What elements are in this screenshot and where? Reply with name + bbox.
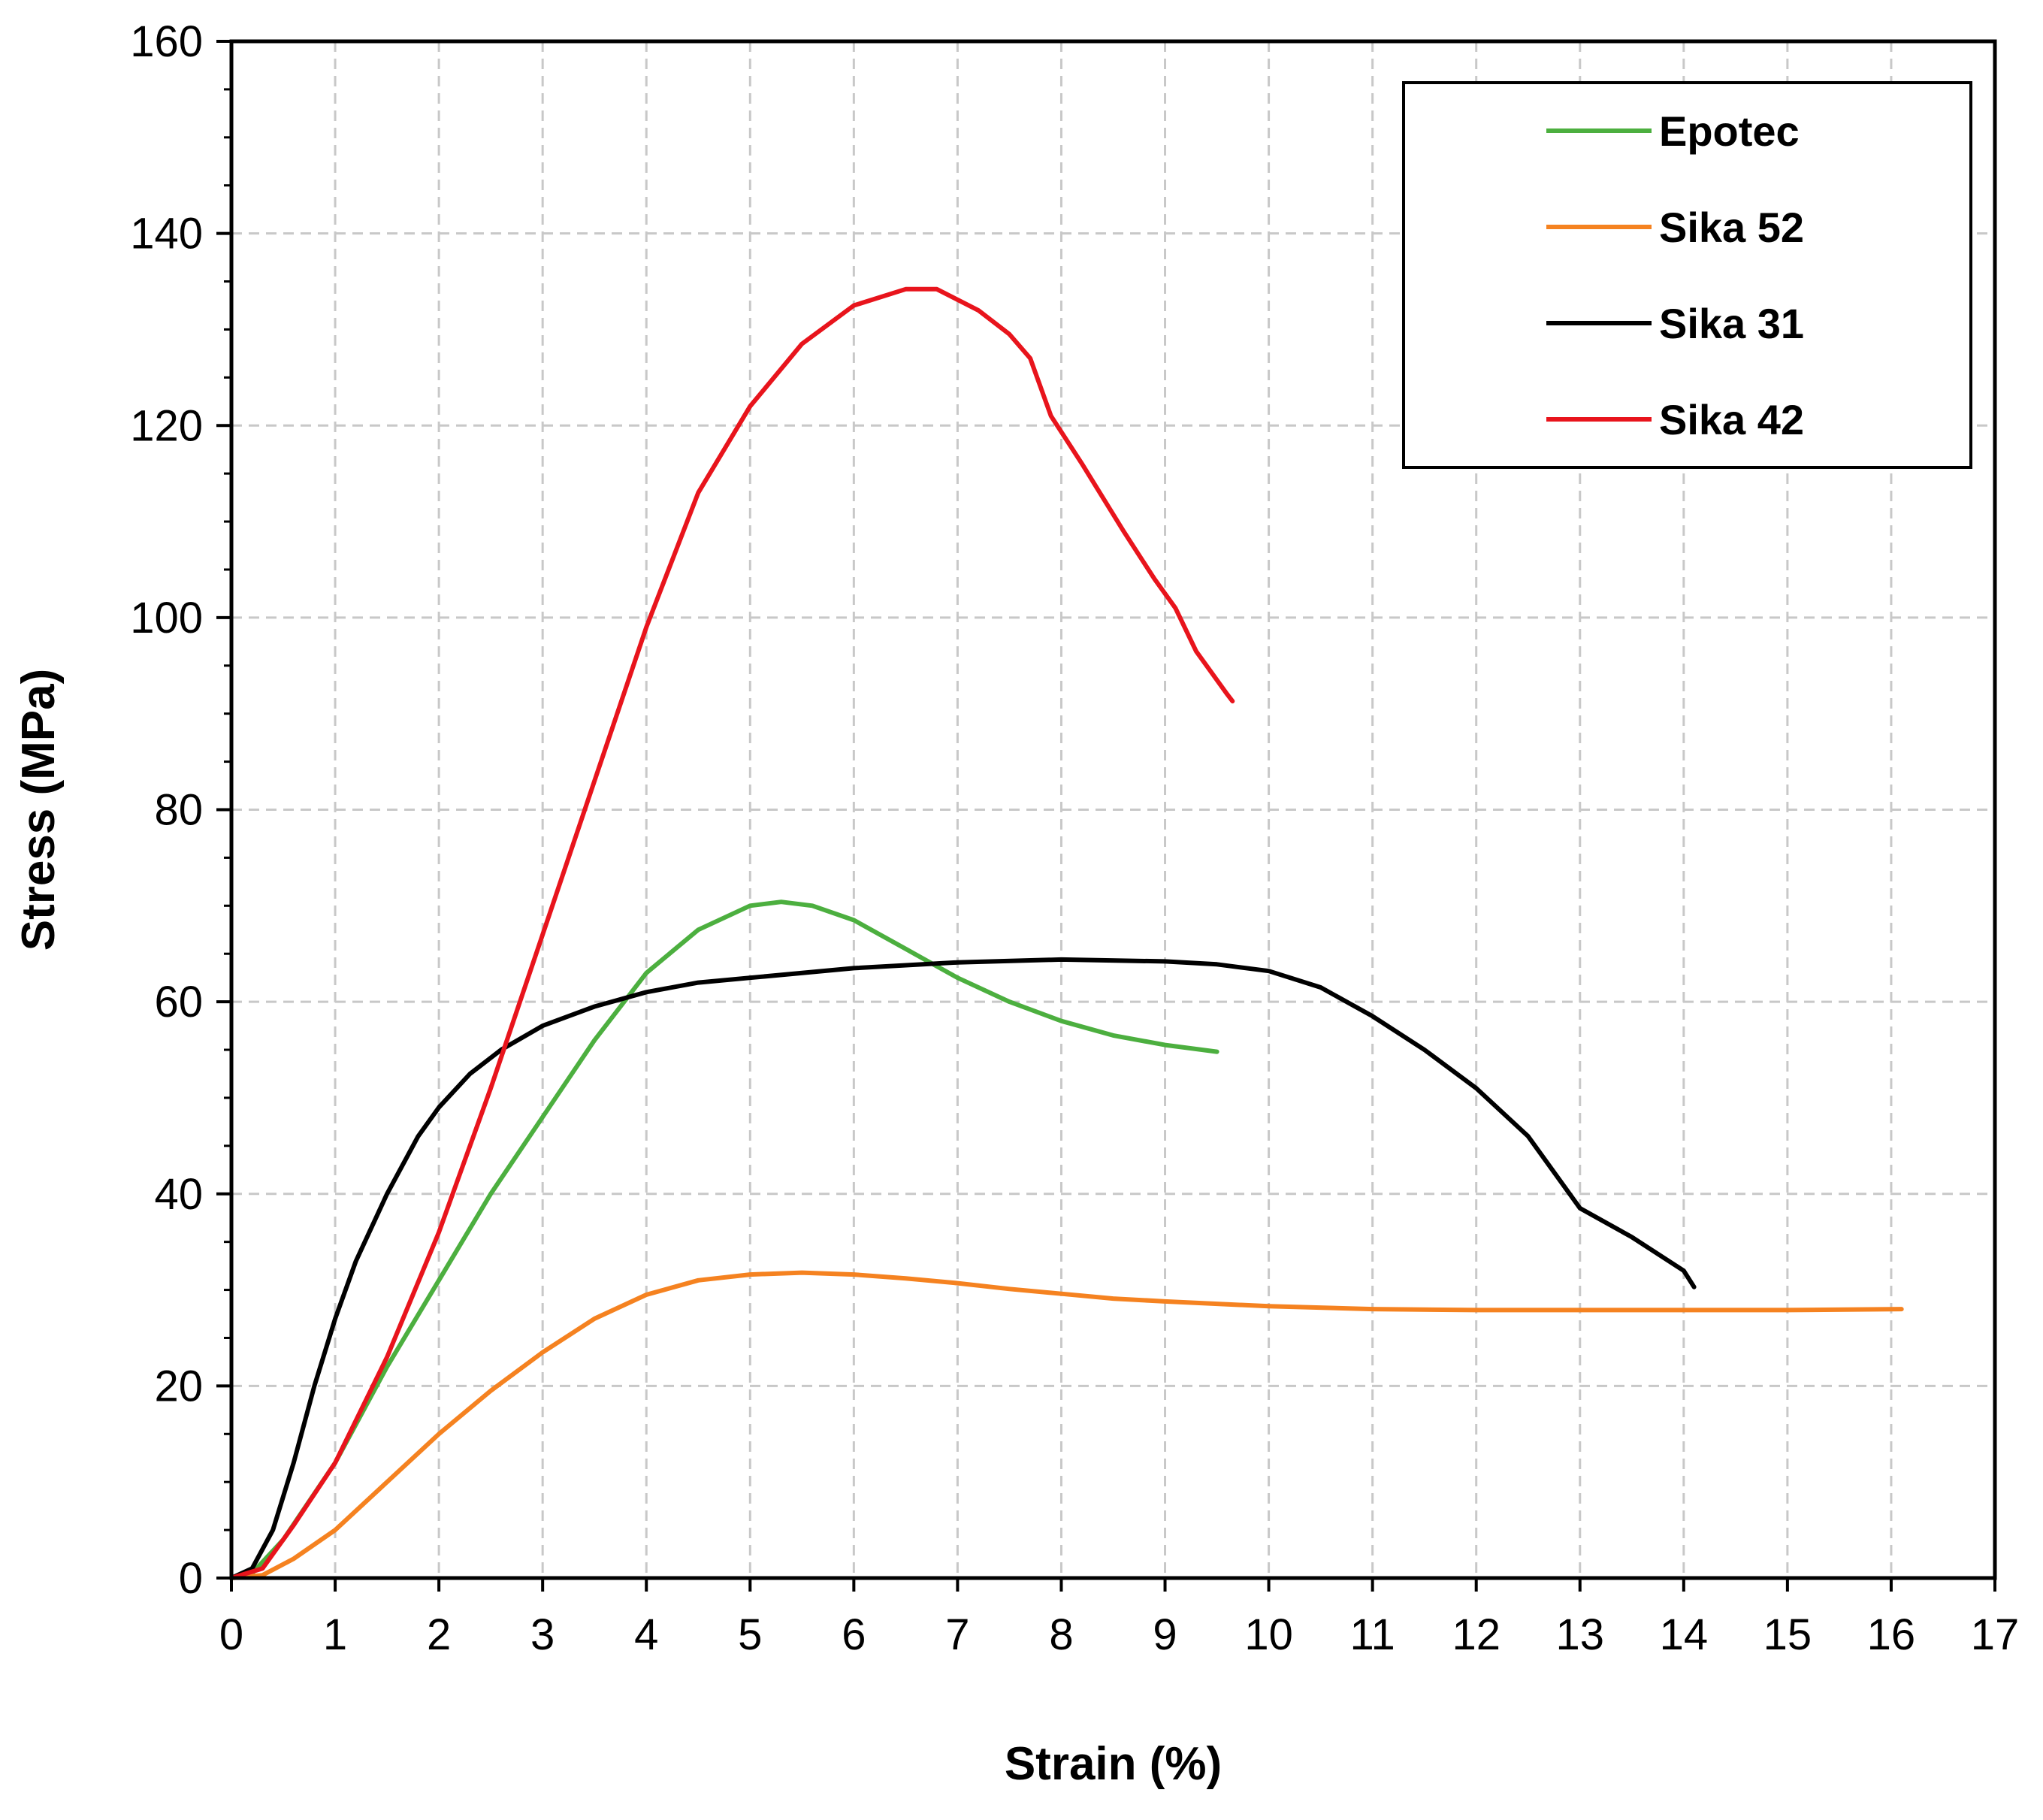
- x-tick-label: 13: [1556, 1610, 1605, 1659]
- y-axis-title: Stress (MPa): [13, 669, 65, 951]
- y-tick-label: 40: [154, 1170, 203, 1219]
- y-tick-label: 80: [154, 786, 203, 835]
- x-tick-label: 10: [1244, 1610, 1293, 1659]
- y-tick-label: 20: [154, 1362, 203, 1410]
- axis-ticks: 0 1 2 3 4 5 6 7 8 9 10 11 12 13 14 15 16 1702040608010012…: [130, 17, 2019, 1659]
- legend-label-epotec: Epotec: [1659, 107, 1800, 155]
- x-tick-label: 12: [1452, 1610, 1501, 1659]
- series-line-sika-52: [229, 1270, 1904, 1580]
- x-tick-label: 5: [738, 1610, 762, 1659]
- series-line-epotec: [229, 899, 1219, 1580]
- x-tick-label: 14: [1660, 1610, 1709, 1659]
- x-tick-label: 17: [1971, 1610, 2020, 1659]
- series-line-sika-42: [229, 286, 1235, 1580]
- x-tick-label: 6: [842, 1610, 866, 1659]
- y-tick-label: 100: [130, 594, 203, 642]
- x-tick-label: 9: [1153, 1610, 1177, 1659]
- legend: Epotec Sika 52 Sika 31 Sika 42: [1402, 81, 1972, 469]
- legend-label-sika-52: Sika 52: [1659, 204, 1804, 251]
- y-tick-label: 140: [130, 210, 203, 258]
- legend-label-sika-42: Sika 42: [1659, 396, 1804, 443]
- x-tick-label: 16: [1867, 1610, 1916, 1659]
- series-layer: [229, 286, 1904, 1580]
- x-axis-title: Strain (%): [1005, 1738, 1222, 1790]
- x-tick-label: 8: [1049, 1610, 1073, 1659]
- series-line-sika-31: [229, 957, 1697, 1580]
- legend-box: [1402, 81, 1972, 469]
- x-tick-label: 1: [323, 1610, 347, 1659]
- x-tick-label: 15: [1763, 1610, 1812, 1659]
- legend-label-sika-31: Sika 31: [1659, 300, 1804, 347]
- x-tick-label: 4: [634, 1610, 658, 1659]
- x-tick-label: 7: [945, 1610, 969, 1659]
- x-tick-label: 3: [530, 1610, 555, 1659]
- x-tick-label: 2: [427, 1610, 451, 1659]
- x-tick-label: 0: [219, 1610, 243, 1659]
- y-tick-label: 60: [154, 978, 203, 1026]
- x-tick-label: 11: [1350, 1610, 1395, 1659]
- y-tick-label: 0: [179, 1554, 203, 1603]
- y-tick-label: 160: [130, 17, 203, 66]
- y-tick-label: 120: [130, 401, 203, 450]
